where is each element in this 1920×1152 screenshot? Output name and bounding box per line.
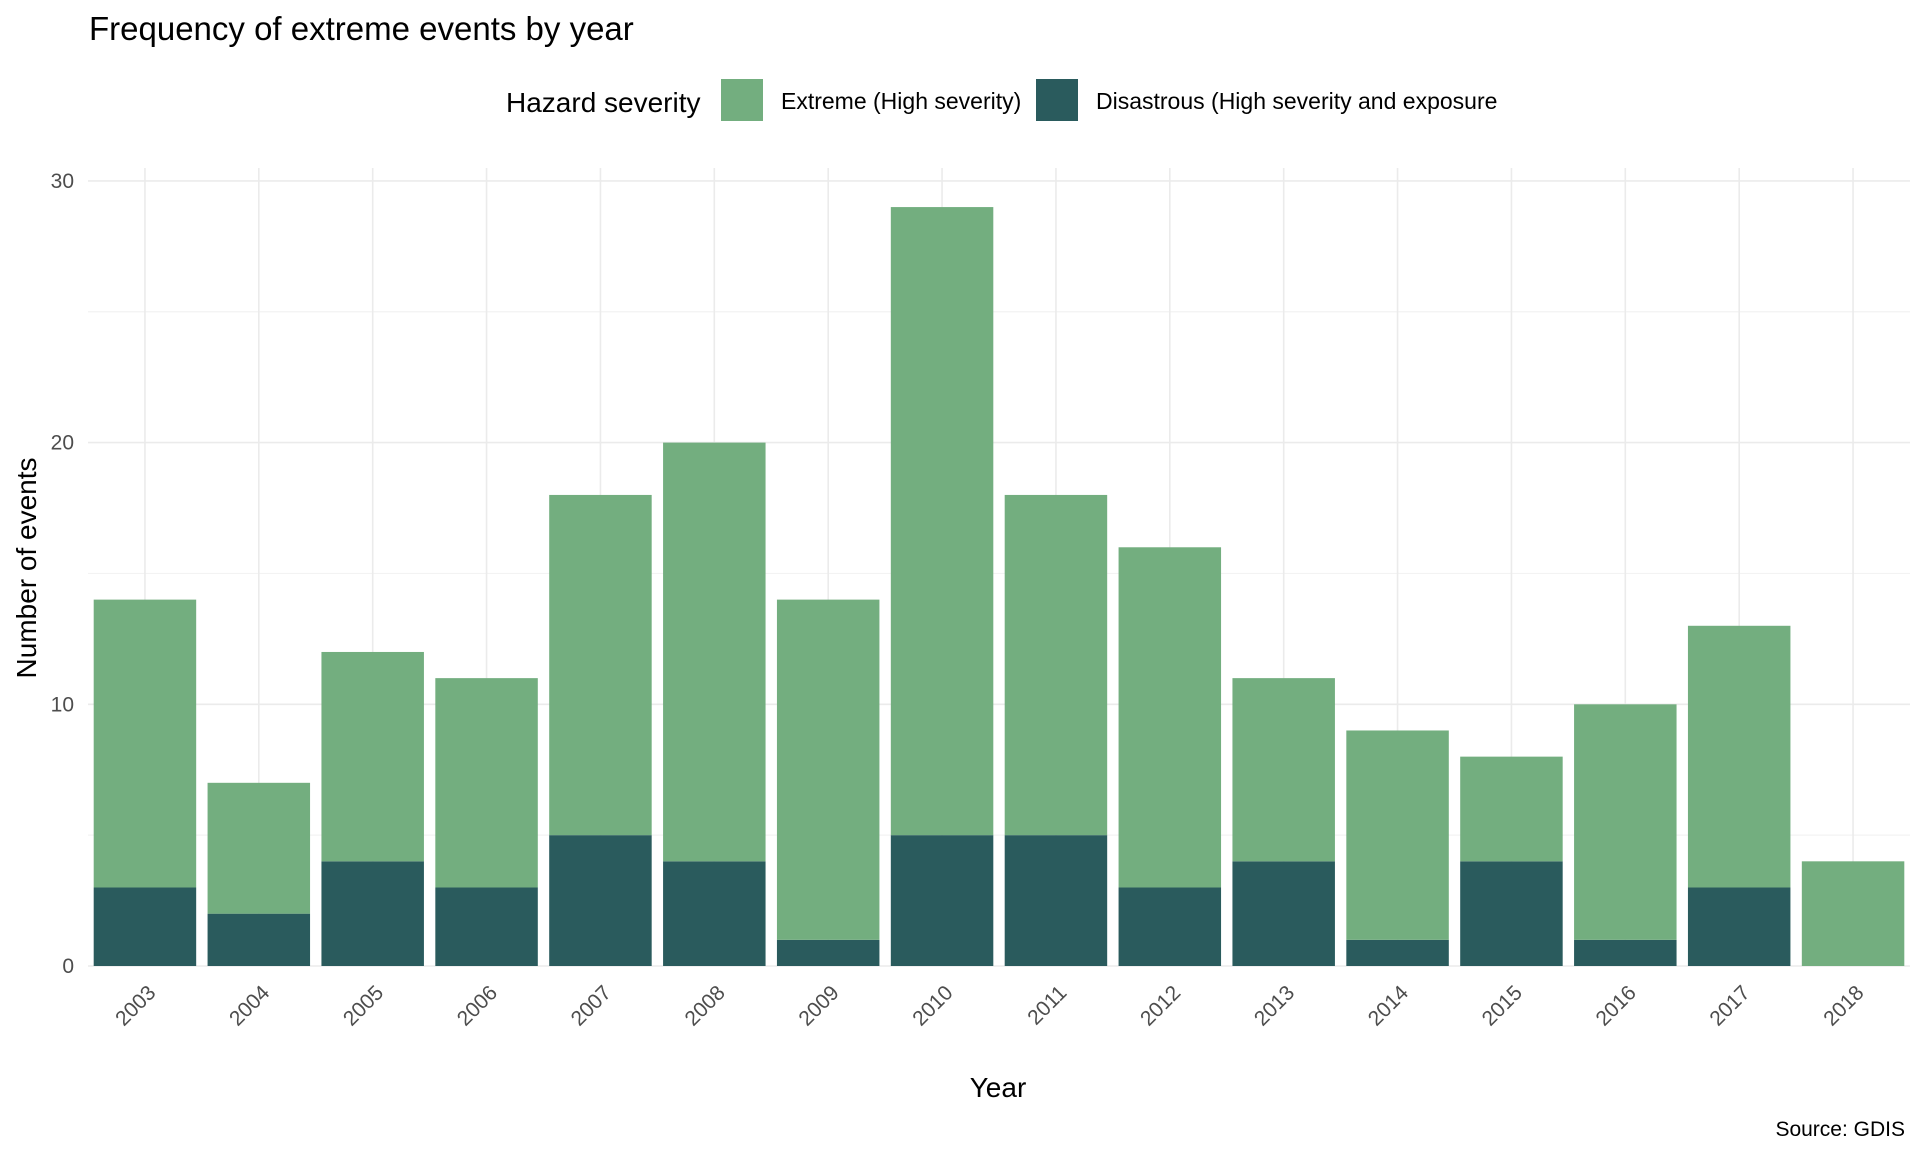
bar-disastrous-2015 <box>1460 861 1563 966</box>
y-tick-label: 10 <box>51 693 74 716</box>
bar-extreme-2013 <box>1232 678 1335 862</box>
bar-extreme-2009 <box>776 599 880 940</box>
legend: Hazard severity Extreme (High severity) … <box>506 79 1497 121</box>
x-tick-label: 2008 <box>681 981 730 1030</box>
x-tick-label: 2015 <box>1478 981 1527 1030</box>
bar-disastrous-2005 <box>321 861 424 966</box>
bar-extreme-2010 <box>890 207 994 836</box>
legend-label-extreme: Extreme (High severity) <box>781 88 1021 114</box>
bar-disastrous-2004 <box>207 913 311 966</box>
bar-extreme-2008 <box>663 442 766 862</box>
x-tick-label: 2012 <box>1136 981 1185 1030</box>
x-tick-label: 2017 <box>1705 981 1754 1030</box>
bar-disastrous-2016 <box>1574 939 1677 966</box>
y-tick-label: 0 <box>62 955 74 978</box>
x-tick-label: 2009 <box>794 981 843 1030</box>
bar-disastrous-2014 <box>1346 939 1449 966</box>
bar-disastrous-2007 <box>549 835 652 966</box>
x-axis-title: Year <box>970 1072 1027 1103</box>
bar-extreme-2014 <box>1346 730 1449 940</box>
y-axis-ticks: 0 10 20 30 <box>51 170 74 978</box>
x-tick-label: 2005 <box>339 981 388 1030</box>
bar-extreme-2003 <box>93 599 197 888</box>
x-tick-label: 2004 <box>225 981 275 1031</box>
y-axis-title: Number of events <box>11 458 42 679</box>
bar-disastrous-2008 <box>663 861 766 966</box>
bar-disastrous-2011 <box>1004 835 1108 966</box>
bar-extreme-2017 <box>1687 625 1791 888</box>
bar-extreme-2004 <box>207 782 311 914</box>
legend-swatch-disastrous <box>1036 79 1078 121</box>
bar-extreme-2005 <box>321 651 424 862</box>
bar-extreme-2007 <box>549 494 652 836</box>
bar-extreme-2015 <box>1460 756 1563 862</box>
y-tick-label: 20 <box>51 432 74 455</box>
bar-extreme-2018 <box>1801 861 1905 966</box>
x-tick-label: 2014 <box>1364 981 1414 1031</box>
legend-title: Hazard severity <box>506 87 701 118</box>
x-tick-label: 2010 <box>908 981 957 1030</box>
chart-title: Frequency of extreme events by year <box>89 10 634 47</box>
x-tick-label: 2003 <box>111 981 160 1030</box>
bar-extreme-2011 <box>1004 494 1108 836</box>
y-tick-label: 30 <box>51 170 74 193</box>
x-tick-label: 2007 <box>567 981 616 1030</box>
bar-disastrous-2012 <box>1118 887 1222 966</box>
x-tick-label: 2006 <box>453 981 502 1030</box>
x-axis-ticks: 2003 2004 2005 2006 2007 2008 2009 2010 2011 2012… <box>111 981 1868 1031</box>
bar-extreme-2016 <box>1574 704 1677 940</box>
x-tick-label: 2013 <box>1250 981 1299 1030</box>
x-tick-label: 2018 <box>1819 981 1868 1030</box>
bar-extreme-2006 <box>435 678 538 888</box>
bar-disastrous-2009 <box>776 939 880 966</box>
bar-disastrous-2017 <box>1687 887 1791 966</box>
chart-caption: Source: GDIS <box>1775 1118 1905 1141</box>
bar-disastrous-2013 <box>1232 861 1335 966</box>
bars <box>93 207 1905 966</box>
legend-label-disastrous: Disastrous (High severity and exposure <box>1096 88 1497 114</box>
bar-extreme-2012 <box>1118 547 1222 888</box>
bar-disastrous-2006 <box>435 887 538 966</box>
bar-disastrous-2010 <box>890 835 994 966</box>
x-tick-label: 2016 <box>1592 981 1641 1030</box>
legend-swatch-extreme <box>721 79 763 121</box>
x-tick-label: 2011 <box>1023 981 1071 1029</box>
bar-disastrous-2003 <box>93 887 197 966</box>
